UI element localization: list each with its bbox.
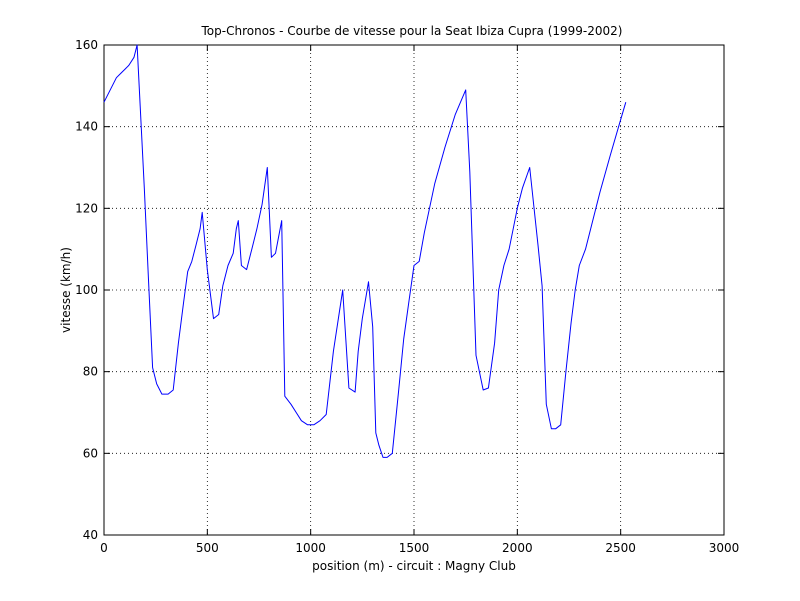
x-tick-label: 2000 (502, 541, 533, 555)
x-tick-label: 1000 (295, 541, 326, 555)
y-tick-label: 60 (83, 446, 98, 460)
y-tick-label: 100 (75, 283, 98, 297)
series-layer (103, 44, 627, 458)
y-tick-labels: 40 60 80 100 120 140 160 (75, 38, 98, 542)
x-tick-label: 0 (100, 541, 108, 555)
x-tick-label: 1500 (399, 541, 430, 555)
speed-series-line (103, 44, 627, 458)
axis-ticks (103, 44, 725, 536)
x-tick-label: 500 (196, 541, 219, 555)
x-tick-labels: 0 500 1000 1500 2000 2500 3000 (100, 541, 739, 555)
x-tick-label: 3000 (709, 541, 740, 555)
grid-lines (104, 45, 724, 535)
y-axis-label: vitesse (km/h) (59, 247, 73, 333)
y-tick-label: 80 (83, 365, 98, 379)
y-tick-label: 160 (75, 38, 98, 52)
y-tick-label: 140 (75, 120, 98, 134)
x-axis-label: position (m) - circuit : Magny Club (312, 559, 516, 573)
y-tick-label: 40 (83, 528, 98, 542)
chart-title: Top-Chronos - Courbe de vitesse pour la … (201, 24, 623, 38)
x-tick-label: 2500 (605, 541, 636, 555)
y-tick-label: 120 (75, 201, 98, 215)
